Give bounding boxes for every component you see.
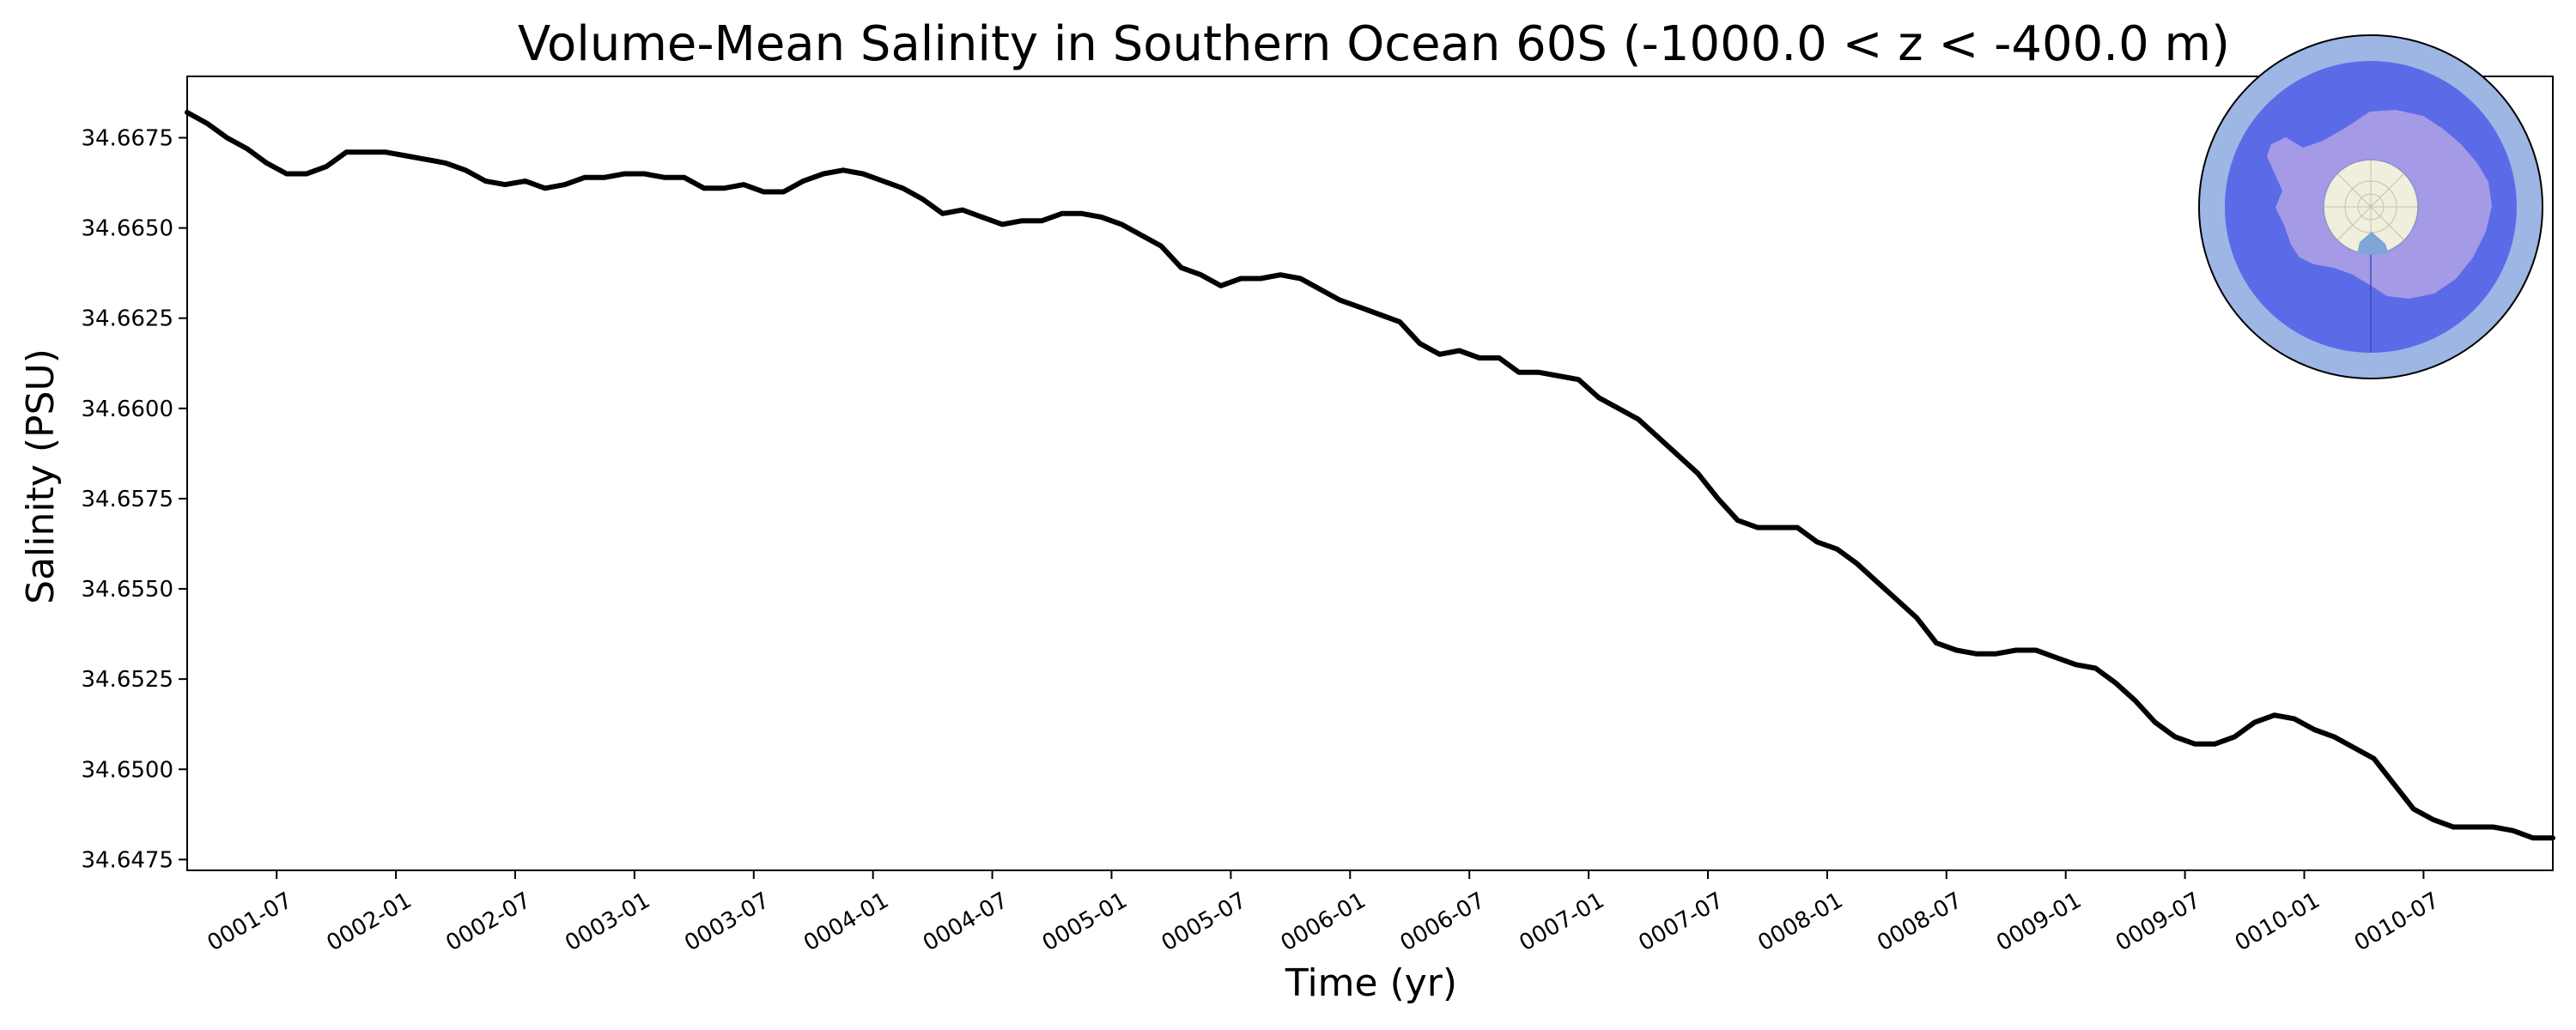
x-tick-label: 0007-01 — [1516, 888, 1609, 956]
x-axis-ticks: 0001-07 0002-01 0002-07 0003-01 0003-07 0004-… — [204, 870, 2444, 956]
x-tick-label: 0001-07 — [204, 888, 297, 956]
y-tick-label: 34.6475 — [81, 847, 173, 873]
y-tick-label: 34.6600 — [81, 397, 173, 422]
y-tick-label: 34.6650 — [81, 216, 173, 242]
y-tick-label: 34.6625 — [81, 306, 173, 332]
x-tick-label: 0008-01 — [1753, 888, 1847, 956]
y-tick-label: 34.6550 — [81, 577, 173, 603]
x-tick-label: 0002-01 — [322, 888, 416, 956]
x-tick-label: 0006-01 — [1277, 888, 1370, 956]
x-tick-label: 0010-07 — [2350, 888, 2444, 956]
series-layer — [185, 110, 2555, 841]
y-tick-label: 34.6575 — [81, 487, 173, 512]
x-tick-label: 0003-01 — [561, 888, 654, 956]
x-axis-label: Time (yr) — [1285, 961, 1457, 1005]
x-tick-label: 0009-01 — [1992, 888, 2086, 956]
y-axis-label: Salinity (PSU) — [19, 348, 63, 604]
salinity-series-line — [185, 110, 2555, 841]
y-tick-label: 34.6525 — [81, 667, 173, 693]
x-tick-label: 0006-07 — [1396, 888, 1490, 956]
inset-polar-map — [2198, 34, 2543, 379]
x-tick-label: 0004-07 — [919, 888, 1012, 956]
inset-map-shelf-patch — [2357, 232, 2389, 254]
y-tick-label: 34.6675 — [81, 125, 173, 151]
x-tick-label: 0005-07 — [1157, 888, 1251, 956]
chart-title: Volume-Mean Salinity in Southern Ocean 6… — [518, 16, 2230, 72]
x-tick-label: 0005-01 — [1038, 888, 1132, 956]
x-tick-label: 0002-07 — [441, 888, 535, 956]
x-tick-label: 0010-01 — [2231, 888, 2324, 956]
x-tick-label: 0007-07 — [1634, 888, 1728, 956]
x-tick-label: 0009-07 — [2111, 888, 2205, 956]
x-tick-label: 0004-01 — [799, 888, 893, 956]
y-axis-ticks: 34.6475 34.6500 34.6525 34.6550 34.6575 34.66… — [81, 125, 187, 873]
x-tick-label: 0008-07 — [1873, 888, 1966, 956]
y-tick-label: 34.6500 — [81, 757, 173, 783]
x-tick-label: 0003-07 — [680, 888, 774, 956]
plot-area-frame — [186, 76, 2554, 871]
